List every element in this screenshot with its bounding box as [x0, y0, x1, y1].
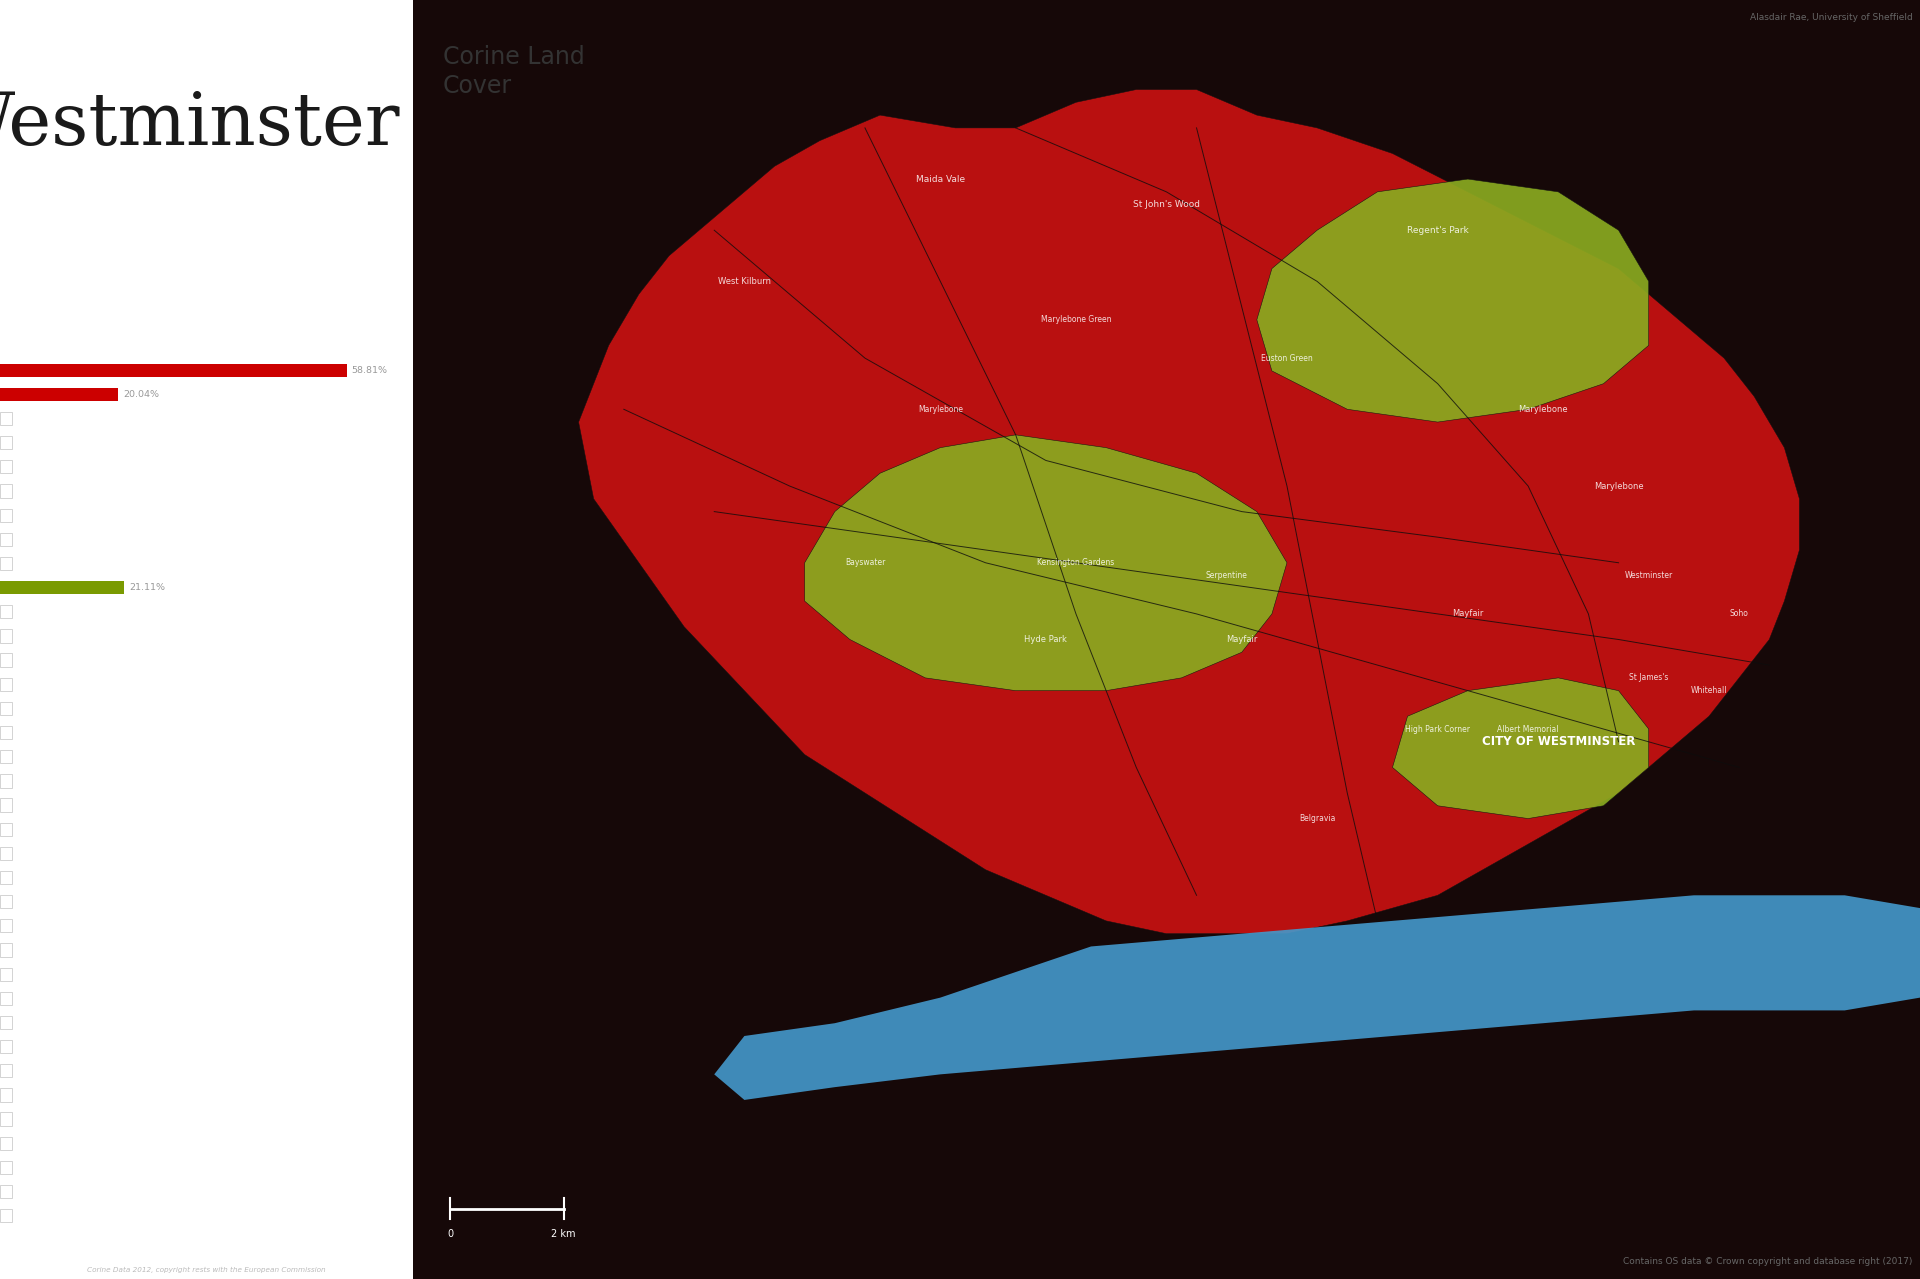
Polygon shape — [578, 90, 1799, 934]
Text: 0: 0 — [447, 1229, 453, 1239]
Text: Marylebone: Marylebone — [1594, 481, 1644, 491]
Bar — [0, 460, 12, 473]
Bar — [0, 509, 12, 522]
Bar — [0, 556, 12, 570]
Text: Bayswater: Bayswater — [845, 558, 885, 568]
Text: Albert Memorial: Albert Memorial — [1498, 724, 1559, 734]
Bar — [0, 1137, 12, 1150]
Bar — [0, 1209, 12, 1223]
Text: Serpentine: Serpentine — [1206, 570, 1248, 581]
Text: Maida Vale: Maida Vale — [916, 174, 966, 184]
Text: 58.81%: 58.81% — [351, 366, 388, 375]
Bar — [0, 485, 12, 498]
Bar — [0, 1016, 12, 1030]
Bar — [0, 436, 12, 449]
Bar — [0, 702, 12, 715]
Bar — [0, 1161, 12, 1174]
Bar — [0, 388, 119, 402]
Text: Westminster: Westminster — [0, 90, 401, 160]
Bar — [0, 944, 12, 957]
Text: Mayfair: Mayfair — [1452, 609, 1484, 619]
Text: CITY OF WESTMINSTER: CITY OF WESTMINSTER — [1482, 735, 1636, 748]
Text: Euston Green: Euston Green — [1261, 353, 1313, 363]
Text: Kensington Gardens: Kensington Gardens — [1037, 558, 1116, 568]
Polygon shape — [1392, 678, 1649, 819]
Bar — [0, 412, 12, 425]
Text: Soho: Soho — [1730, 609, 1749, 619]
Bar — [0, 605, 12, 619]
Text: St James's: St James's — [1628, 673, 1668, 683]
Text: Marylebone: Marylebone — [1519, 404, 1569, 414]
Text: Whitehall: Whitehall — [1692, 686, 1728, 696]
Text: Marylebone: Marylebone — [918, 404, 962, 414]
Bar — [0, 847, 12, 859]
Bar — [0, 1184, 12, 1198]
Text: Alasdair Rae, University of Sheffield: Alasdair Rae, University of Sheffield — [1749, 13, 1912, 22]
Bar — [0, 991, 12, 1005]
Bar — [0, 581, 125, 595]
Text: West Kilburn: West Kilburn — [718, 276, 772, 286]
Text: 21.11%: 21.11% — [129, 583, 165, 592]
Text: Corine Data 2012, copyright rests with the European Commission: Corine Data 2012, copyright rests with t… — [86, 1266, 326, 1273]
Text: High Park Corner: High Park Corner — [1405, 724, 1471, 734]
Polygon shape — [714, 895, 1920, 1100]
Bar — [0, 1040, 12, 1054]
Bar — [0, 895, 12, 908]
Bar — [0, 967, 12, 981]
Text: Corine Land
Cover: Corine Land Cover — [444, 45, 586, 98]
Text: Westminster: Westminster — [1624, 570, 1672, 581]
Bar — [0, 822, 12, 836]
Text: Belgravia: Belgravia — [1300, 813, 1334, 824]
Bar — [0, 678, 12, 691]
Bar — [0, 1088, 12, 1101]
Text: 20.04%: 20.04% — [123, 390, 159, 399]
Bar — [0, 749, 12, 764]
Polygon shape — [804, 435, 1286, 691]
Bar — [0, 920, 12, 932]
Bar — [0, 1113, 12, 1126]
Text: 2 km: 2 km — [551, 1229, 576, 1239]
Polygon shape — [413, 0, 1920, 1279]
Polygon shape — [1258, 179, 1649, 422]
Text: St John's Wood: St John's Wood — [1133, 200, 1200, 210]
Bar — [0, 532, 12, 546]
Text: Hyde Park: Hyde Park — [1025, 634, 1068, 645]
Bar — [0, 629, 12, 642]
Bar — [0, 1064, 12, 1077]
Text: Regent's Park: Regent's Park — [1407, 225, 1469, 235]
Bar — [0, 798, 12, 812]
Text: Mayfair: Mayfair — [1227, 634, 1258, 645]
Bar — [0, 774, 12, 788]
Bar — [0, 871, 12, 884]
Bar — [0, 726, 12, 739]
Bar — [0, 363, 348, 377]
Text: Marylebone Green: Marylebone Green — [1041, 315, 1112, 325]
Bar — [0, 654, 12, 666]
Text: Contains OS data © Crown copyright and database right (2017): Contains OS data © Crown copyright and d… — [1622, 1257, 1912, 1266]
